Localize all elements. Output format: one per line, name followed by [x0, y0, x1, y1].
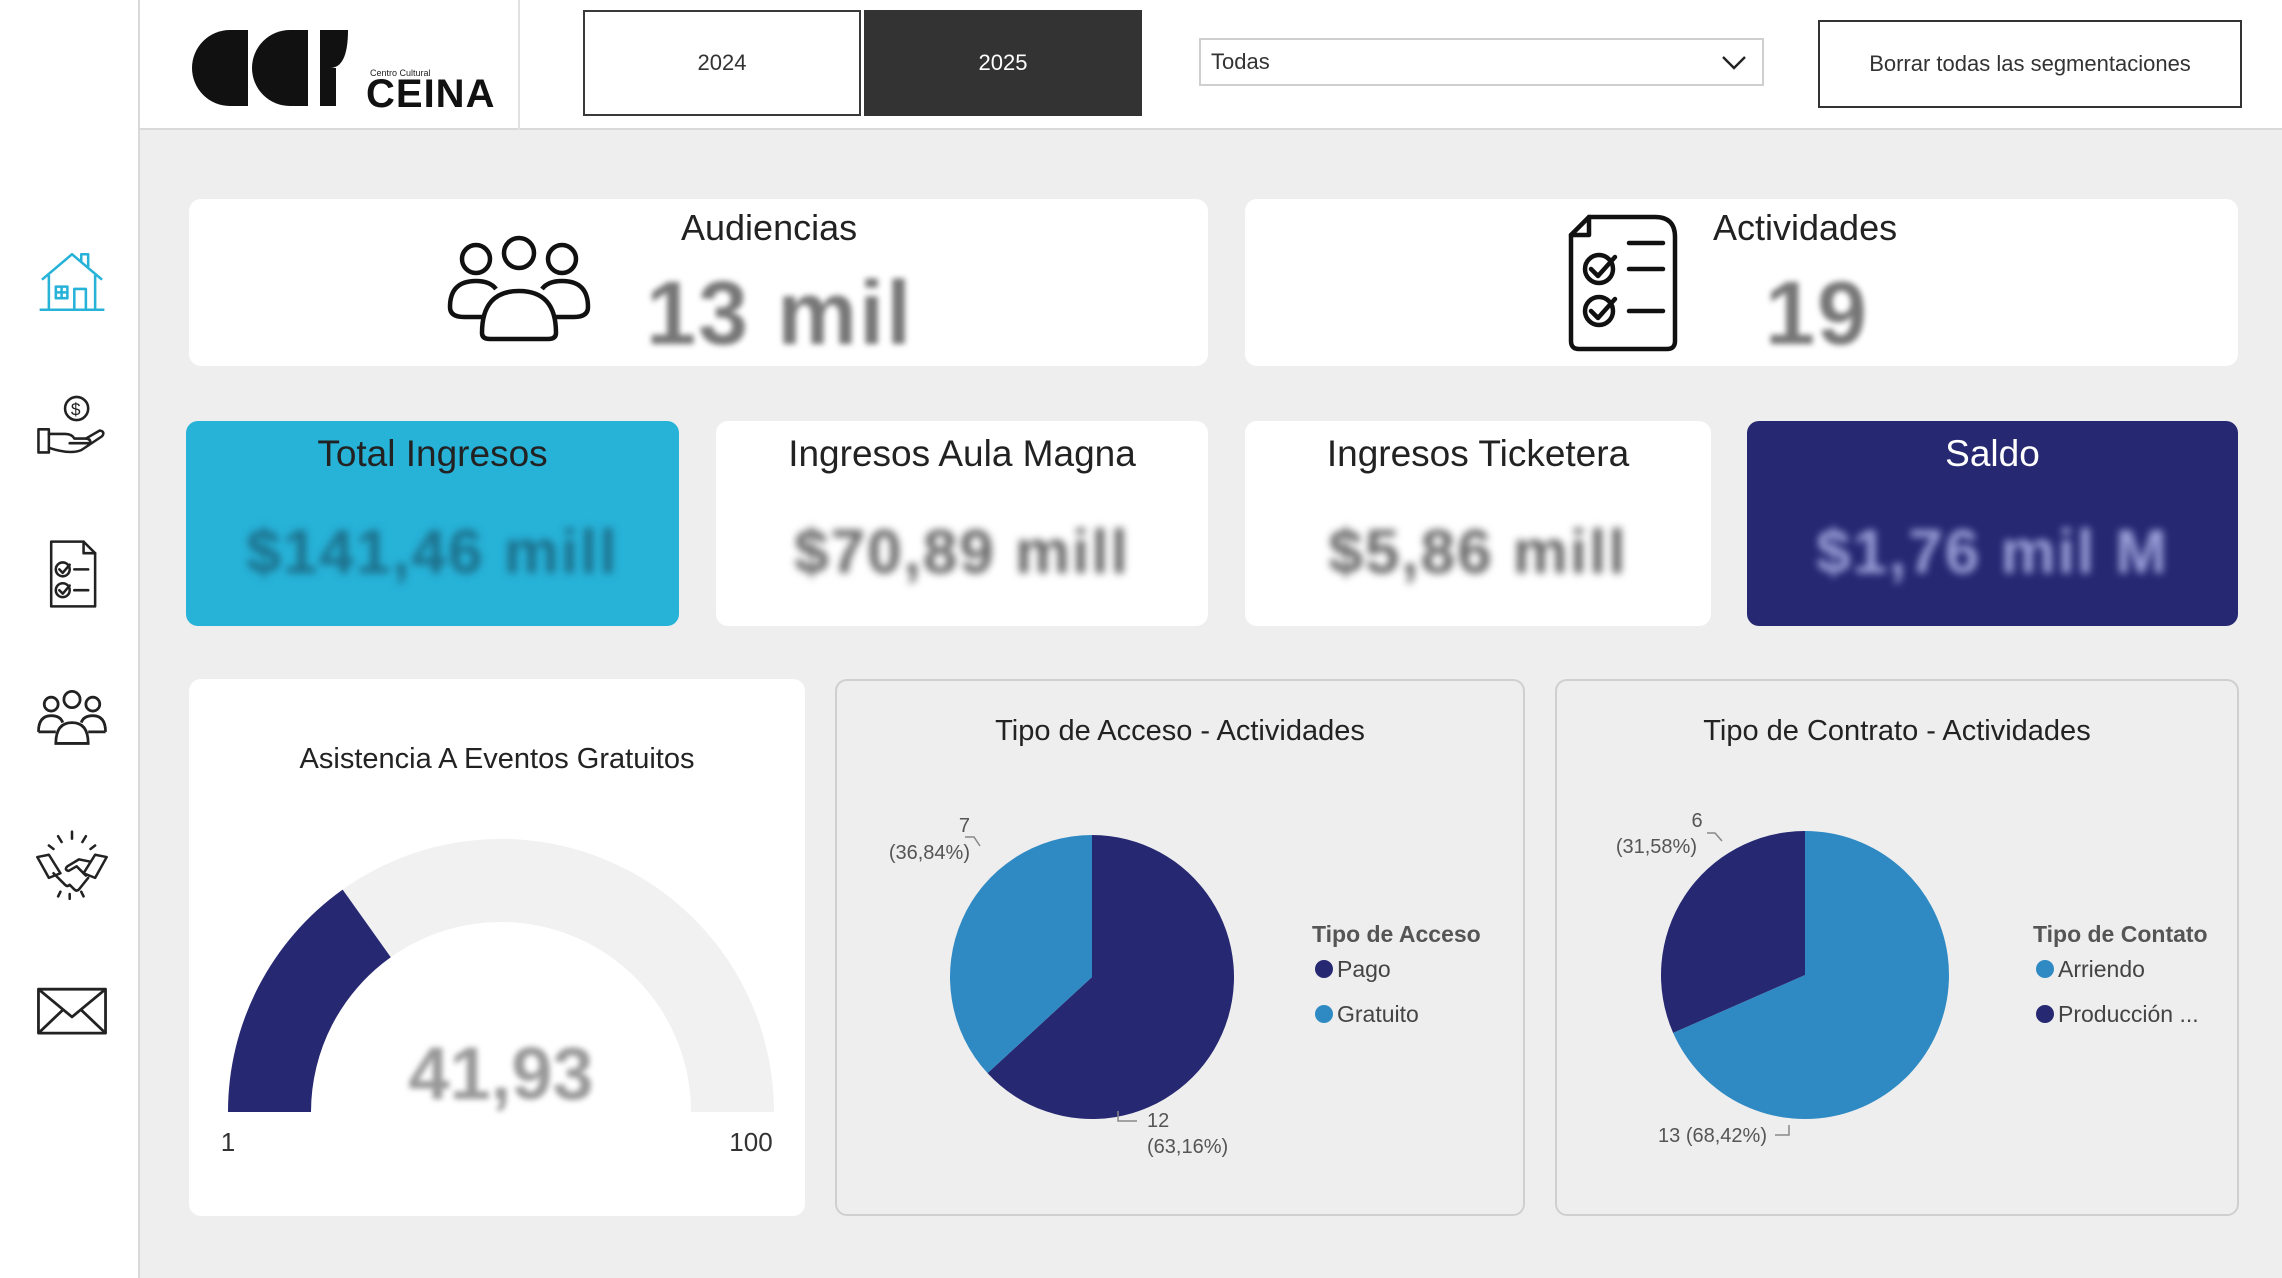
handshake-icon — [36, 830, 108, 900]
audiencias-value: 13 mil — [646, 264, 914, 364]
year-2024-button[interactable]: 2024 — [583, 10, 861, 116]
audiencias-card: Audiencias 13 mil — [189, 199, 1208, 366]
ingresos-ticketera-value: $5,86 mill — [1328, 518, 1628, 587]
mail-icon — [37, 987, 107, 1035]
leader-line — [1775, 1125, 1790, 1136]
pie-chart-acceso: 7 (36,84%) 12 (63,16%) Tipo de Acceso Pa… — [889, 815, 1481, 1158]
pie-acceso-title: Tipo de Acceso - Actividades — [995, 715, 1365, 747]
divider — [518, 0, 520, 130]
category-dropdown[interactable]: Todas — [1199, 38, 1764, 86]
leader-line — [1117, 1111, 1137, 1122]
gauge-max-label: 100 — [729, 1127, 772, 1157]
top-bar: Centro Cultural CEINA 2024 2025 Todas Bo… — [140, 0, 2282, 130]
actividades-value: 19 — [1765, 264, 1870, 364]
dropdown-value: Todas — [1211, 49, 1270, 74]
house-icon — [39, 252, 105, 312]
gauge-card: Asistencia A Eventos Gratuitos 41,93 1 1… — [189, 679, 805, 1216]
legend-dot-produccion — [2036, 1005, 2054, 1023]
pie2-label-produccion: 6 — [1691, 810, 1702, 832]
legend-dot-arriendo — [2036, 960, 2054, 978]
pie-chart-contrato-card: Tipo de Contrato - Actividades 6 (31,58%… — [1555, 679, 2239, 1216]
nav-activities[interactable] — [30, 532, 114, 616]
ingresos-ticketera-title: Ingresos Ticketera — [1326, 433, 1630, 474]
pie-chart-acceso-card: Tipo de Acceso - Actividades 7 (36,84%) … — [835, 679, 1525, 1216]
pie1-pct-gratuito: (36,84%) — [889, 842, 970, 864]
year-2025-button[interactable]: 2025 — [864, 10, 1142, 116]
pie2-legend-produccion: Producción ... — [2058, 1001, 2199, 1027]
saldo-card: Saldo $1,76 mil M — [1747, 421, 2238, 626]
pie2-label-arriendo: 13 (68,42%) — [1658, 1125, 1767, 1147]
saldo-title: Saldo — [1945, 433, 2040, 474]
pie1-label-pago: 12 — [1147, 1110, 1169, 1132]
ingresos-aula-magna-title: Ingresos Aula Magna — [788, 433, 1136, 474]
gauge-min-label: 1 — [221, 1127, 235, 1157]
gauge-fill — [228, 889, 391, 1112]
pie1-legend-gratuito: Gratuito — [1337, 1001, 1419, 1027]
gauge-track — [227, 838, 775, 1112]
actividades-card: Actividades 19 — [1245, 199, 2238, 366]
ingresos-aula-magna-value: $70,89 mill — [794, 518, 1130, 587]
ingresos-ticketera-card: Ingresos Ticketera $5,86 mill — [1245, 421, 1711, 626]
logo-mark — [192, 30, 348, 106]
audiencias-title: Audiencias — [681, 207, 858, 248]
checklist-icon — [49, 540, 97, 608]
nav-agreements[interactable] — [30, 822, 114, 906]
actividades-title: Actividades — [1713, 207, 1898, 248]
pie-contrato-title: Tipo de Contrato - Actividades — [1703, 715, 2091, 747]
gauge-value: 41,93 — [408, 1032, 593, 1115]
clear-filters-button[interactable]: Borrar todas las segmentaciones — [1818, 20, 2242, 108]
people-icon — [447, 235, 591, 342]
saldo-value: $1,76 mil M — [1816, 518, 2169, 587]
total-ingresos-card: Total Ingresos $141,46 mill — [186, 421, 679, 626]
pie1-label-gratuito: 7 — [959, 815, 970, 837]
pie-slice-arriendo[interactable] — [1673, 831, 1949, 1119]
pie1-legend-pago: Pago — [1337, 956, 1391, 982]
gauge-title: Asistencia A Eventos Gratuitos — [299, 743, 695, 775]
nav-income[interactable]: $ — [30, 385, 114, 469]
legend-dot-gratuito — [1315, 1005, 1333, 1023]
leader-line — [1707, 832, 1723, 842]
nav-audiences[interactable] — [30, 676, 114, 760]
ingresos-aula-magna-card: Ingresos Aula Magna $70,89 mill — [716, 421, 1208, 626]
legend-dot-pago — [1315, 960, 1333, 978]
svg-text:$: $ — [71, 399, 81, 419]
nav-contact[interactable] — [30, 968, 114, 1052]
checklist-icon — [1568, 214, 1678, 352]
pie1-pct-pago: (63,16%) — [1147, 1136, 1228, 1158]
pie-chart-contrato: 6 (31,58%) 13 (68,42%) Tipo de Contato A… — [1616, 810, 2208, 1147]
sidebar: $ — [0, 0, 140, 1278]
hand-money-icon: $ — [37, 395, 105, 454]
pie-slice-producción[interactable] — [1661, 831, 1805, 1033]
gauge-chart: 41,93 1 100 — [221, 838, 775, 1157]
people-icon — [37, 690, 107, 745]
total-ingresos-value: $141,46 mill — [246, 518, 619, 587]
leader-line — [965, 836, 981, 847]
chevron-down-icon — [1722, 56, 1746, 70]
pie2-pct-produccion: (31,58%) — [1616, 836, 1697, 858]
nav-home[interactable] — [30, 240, 114, 324]
ceina-logo: Centro Cultural CEINA — [190, 24, 610, 116]
pie-slice-pago[interactable] — [987, 835, 1234, 1119]
pie1-legend-title: Tipo de Acceso — [1312, 921, 1481, 947]
pie2-legend-title: Tipo de Contato — [2033, 921, 2208, 947]
pie-slice-gratuito[interactable] — [950, 835, 1092, 1074]
pie2-legend-arriendo: Arriendo — [2058, 956, 2145, 982]
logo-subtitle: Centro Cultural — [370, 68, 431, 78]
total-ingresos-title: Total Ingresos — [317, 433, 548, 474]
logo-name: CEINA — [366, 72, 496, 116]
